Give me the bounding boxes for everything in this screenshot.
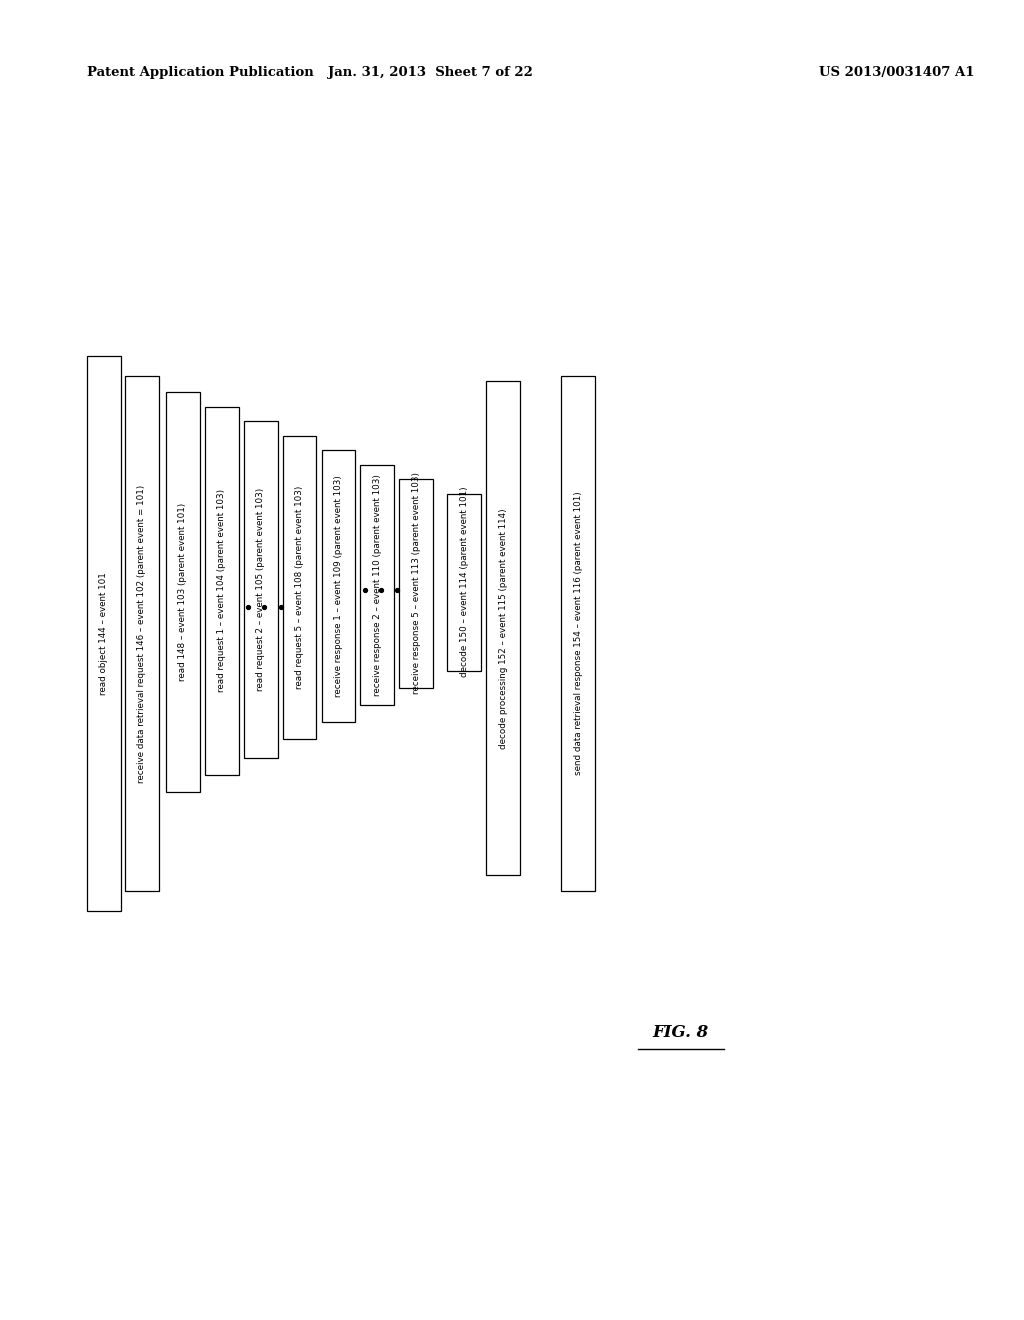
Text: read 148 – event 103 (parent event 101): read 148 – event 103 (parent event 101) — [178, 503, 187, 681]
Text: send data retrieval response 154 – event 116 (parent event 101): send data retrieval response 154 – event… — [573, 492, 583, 775]
Text: receive response 2 – event 110 (parent event 103): receive response 2 – event 110 (parent e… — [373, 474, 382, 696]
Text: FIG. 8: FIG. 8 — [653, 1024, 709, 1040]
Text: decode processing 152 – event 115 (parent event 114): decode processing 152 – event 115 (paren… — [499, 508, 508, 748]
Bar — [447, 494, 481, 671]
Bar — [322, 450, 355, 722]
Bar — [360, 465, 394, 705]
Text: read request 5 – event 108 (parent event 103): read request 5 – event 108 (parent event… — [295, 486, 304, 689]
Bar — [486, 381, 520, 875]
Text: US 2013/0031407 A1: US 2013/0031407 A1 — [819, 66, 975, 79]
Text: read request 1 – event 104 (parent event 103): read request 1 – event 104 (parent event… — [217, 490, 226, 692]
Bar — [399, 479, 433, 688]
Bar — [205, 407, 239, 775]
Bar — [283, 436, 316, 739]
Text: receive data retrieval request 146 – event 102 (parent event = 101): receive data retrieval request 146 – eve… — [137, 484, 146, 783]
Text: Patent Application Publication: Patent Application Publication — [87, 66, 313, 79]
Text: receive response 1 – event 109 (parent event 103): receive response 1 – event 109 (parent e… — [334, 475, 343, 697]
Bar — [244, 421, 278, 758]
Text: decode 150 – event 114 (parent event 101): decode 150 – event 114 (parent event 101… — [460, 487, 469, 677]
Bar — [561, 376, 595, 891]
Text: read request 2 – event 105 (parent event 103): read request 2 – event 105 (parent event… — [256, 488, 265, 690]
Bar — [87, 356, 121, 911]
Text: read object 144 – event 101: read object 144 – event 101 — [99, 573, 109, 694]
Bar — [166, 392, 200, 792]
Bar — [125, 376, 159, 891]
Text: Jan. 31, 2013  Sheet 7 of 22: Jan. 31, 2013 Sheet 7 of 22 — [328, 66, 532, 79]
Text: receive response 5 – event 113 (parent event 103): receive response 5 – event 113 (parent e… — [412, 473, 421, 694]
